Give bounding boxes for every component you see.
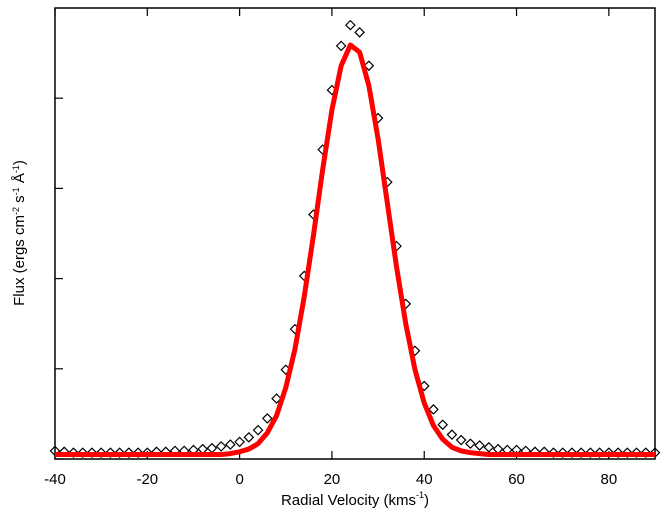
x-tick-label: -20 bbox=[136, 471, 158, 488]
x-tick-label: 0 bbox=[235, 471, 243, 488]
data-point bbox=[465, 438, 476, 450]
data-point bbox=[141, 447, 153, 459]
y-axis-label-part: Å bbox=[11, 173, 28, 187]
data-point bbox=[215, 441, 227, 452]
data-point bbox=[345, 19, 356, 31]
data-point bbox=[474, 440, 485, 451]
data-point bbox=[455, 434, 467, 446]
data-point bbox=[575, 447, 587, 459]
x-tick-label: 80 bbox=[601, 471, 618, 488]
data-point bbox=[86, 447, 98, 459]
x-tick-label: -40 bbox=[44, 471, 66, 488]
y-axis-label-part: ) bbox=[11, 160, 28, 165]
x-axis-label-part: ) bbox=[424, 492, 429, 509]
fit-line bbox=[55, 42, 655, 457]
data-point bbox=[566, 447, 578, 459]
data-point bbox=[335, 40, 347, 52]
y-axis-label-part: -1 bbox=[11, 187, 21, 195]
data-point bbox=[437, 419, 449, 431]
data-point bbox=[123, 447, 135, 459]
data-point bbox=[446, 429, 458, 440]
data-point bbox=[612, 447, 624, 459]
data-point bbox=[640, 447, 652, 459]
data-point bbox=[363, 60, 375, 72]
data-point bbox=[603, 447, 615, 459]
plot-frame bbox=[54, 7, 656, 460]
data-point bbox=[105, 447, 116, 459]
data-point bbox=[548, 447, 559, 459]
data-point bbox=[252, 424, 264, 436]
data-point bbox=[483, 441, 495, 453]
x-tick-label: 20 bbox=[324, 471, 341, 488]
x-tick-label: 60 bbox=[508, 471, 525, 488]
data-point bbox=[95, 447, 107, 459]
y-axis-label-part: Flux (ergs cm bbox=[11, 215, 28, 306]
data-point bbox=[132, 447, 144, 459]
data-point bbox=[206, 442, 218, 454]
y-axis-label-part: s bbox=[11, 195, 28, 207]
x-axis-label-part: -1 bbox=[416, 490, 424, 500]
data-point bbox=[428, 404, 439, 415]
data-point bbox=[261, 413, 273, 424]
data-point bbox=[631, 447, 642, 459]
data-point bbox=[243, 432, 255, 443]
data-point bbox=[271, 393, 282, 404]
data-point bbox=[649, 447, 661, 459]
y-axis-label: Flux (ergs cm-2 s-1 Å-1) bbox=[11, 160, 28, 306]
data-point bbox=[557, 447, 569, 459]
data-point bbox=[114, 447, 125, 459]
x-axis-label-part: Radial Velocity (kms bbox=[281, 492, 416, 509]
data-point bbox=[621, 447, 633, 459]
data-point bbox=[68, 447, 79, 459]
data-point bbox=[354, 27, 365, 38]
data-point bbox=[594, 447, 605, 459]
data-point bbox=[234, 436, 245, 448]
data-point bbox=[585, 447, 596, 459]
y-axis-label-part: -1 bbox=[11, 165, 21, 173]
data-point bbox=[77, 447, 89, 459]
data-point bbox=[225, 439, 236, 450]
x-axis-label: Radial Velocity (kms-1) bbox=[281, 490, 429, 509]
x-tick-label: 40 bbox=[416, 471, 433, 488]
y-axis-label-part: -2 bbox=[11, 207, 21, 215]
